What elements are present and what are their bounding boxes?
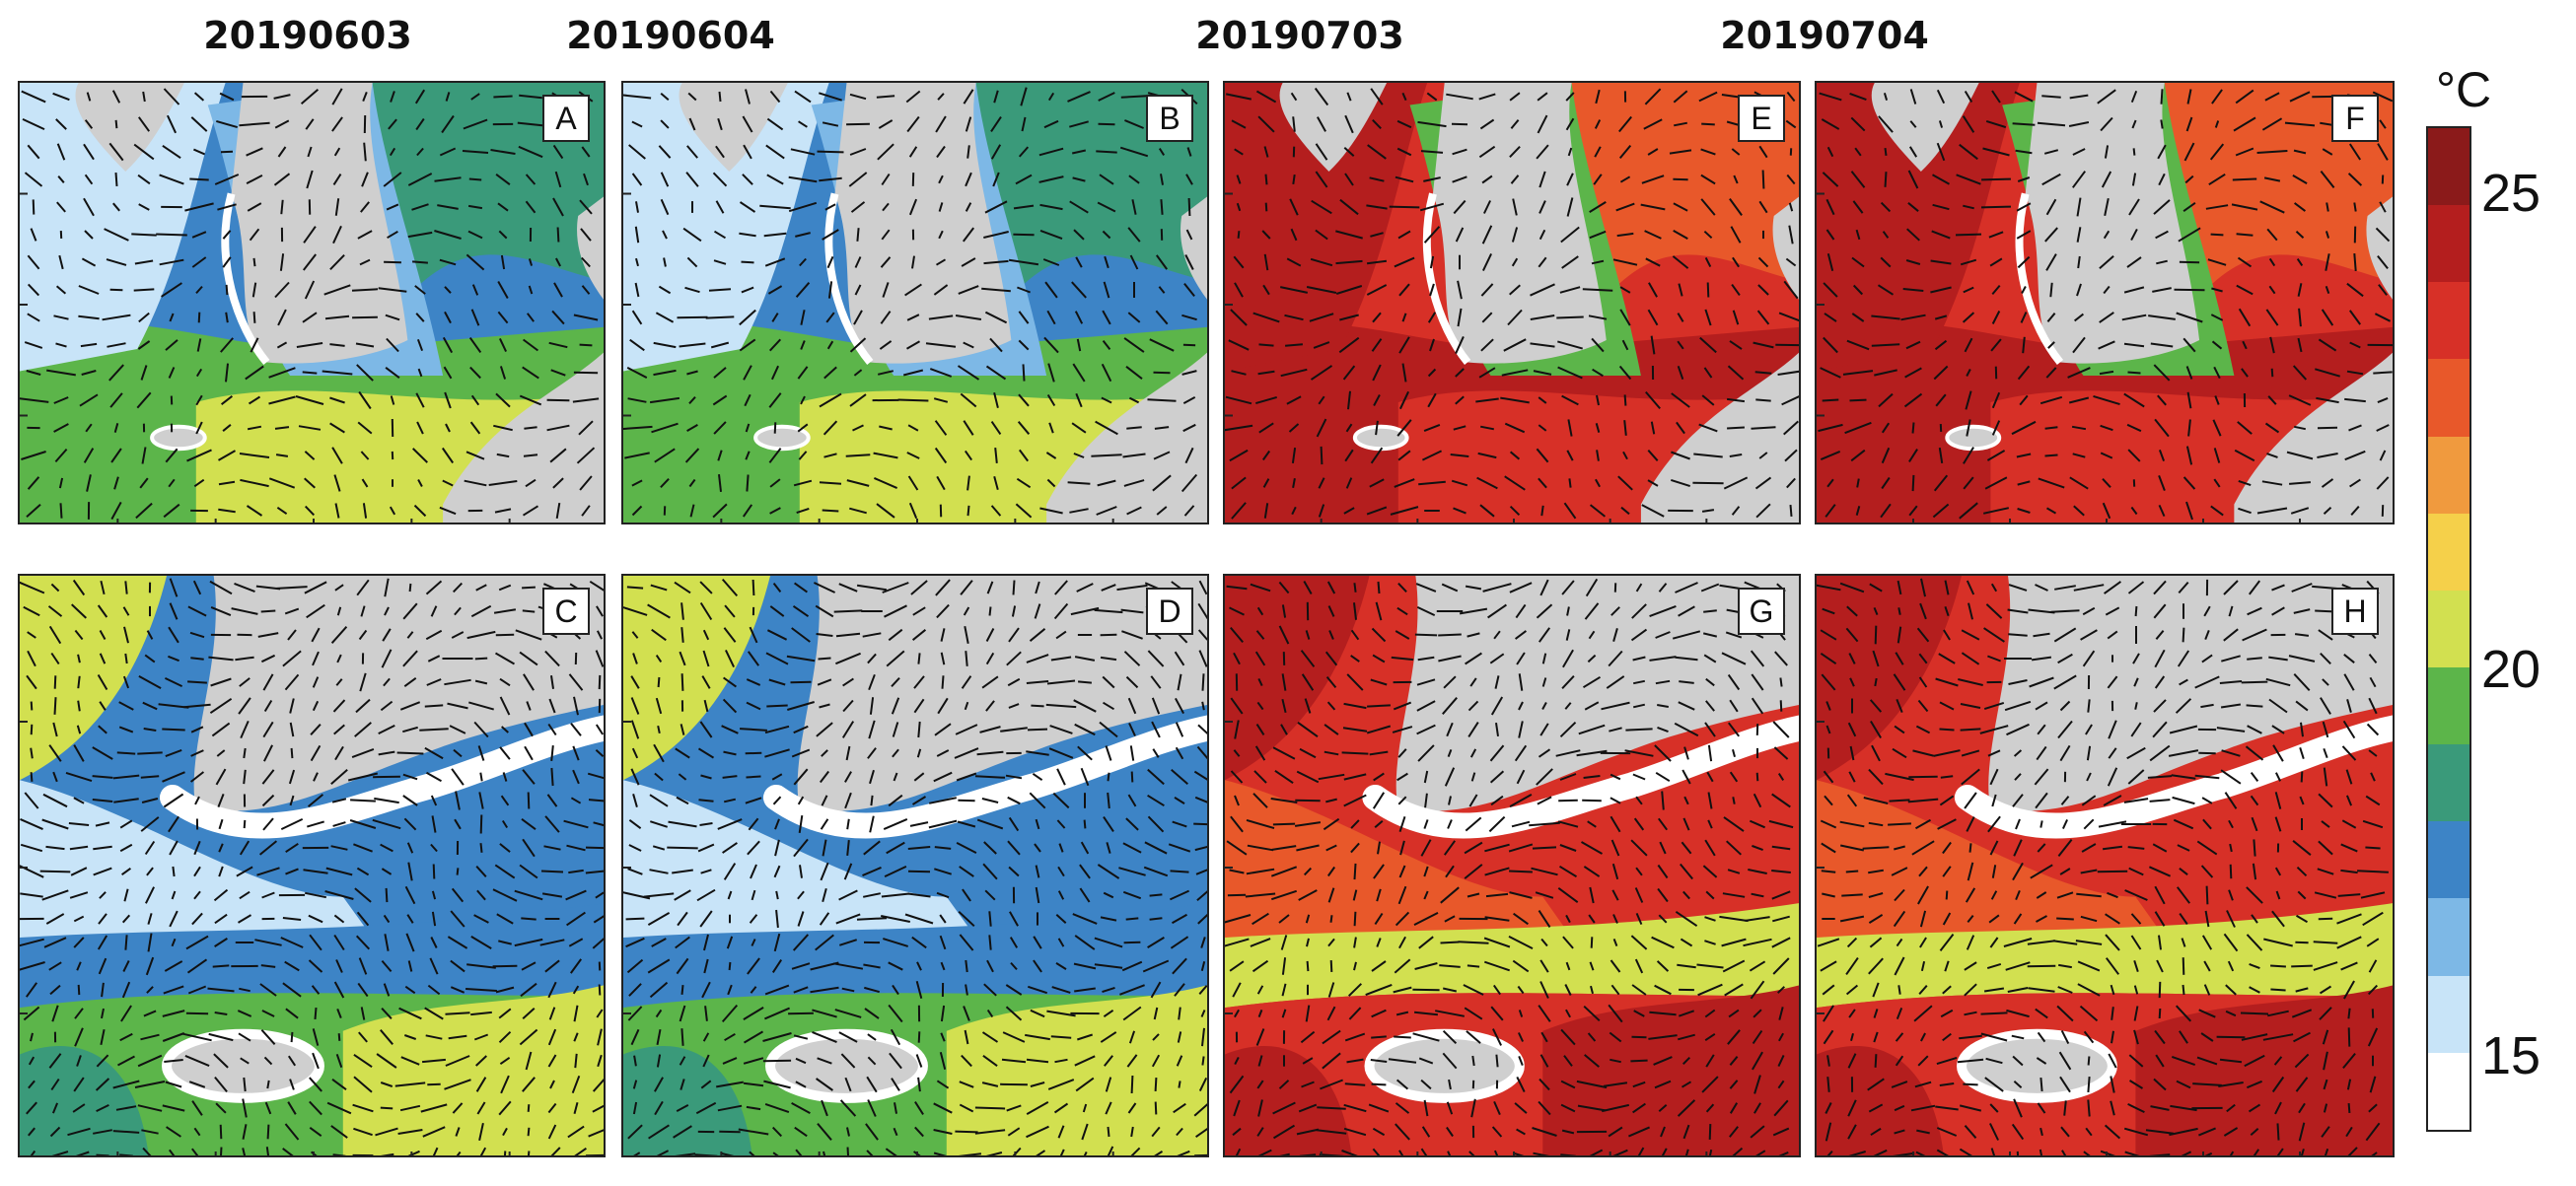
colorbar-segment [2428, 975, 2469, 1053]
colorbar-segment [2428, 590, 2469, 667]
sst-field-g [1225, 576, 1799, 1155]
sst-field-d [623, 576, 1207, 1155]
map-panel-g: G [1223, 574, 1801, 1157]
colorbar-label-15: 15 [2481, 1026, 2541, 1085]
column-title-2: 20190604 [566, 14, 775, 57]
map-panel-a: A [18, 81, 606, 524]
colorbar-segment [2428, 128, 2469, 206]
colorbar-segment [2428, 1052, 2469, 1130]
panel-label-f: F [2331, 95, 2379, 142]
map-panel-f: F [1815, 81, 2395, 524]
sst-field-f [1817, 83, 2393, 523]
column-title-4: 20190704 [1720, 14, 1929, 57]
map-panel-e: E [1223, 81, 1801, 524]
sst-field-b [623, 83, 1207, 523]
panel-label-a: A [542, 95, 590, 142]
panel-label-h: H [2331, 588, 2379, 635]
colorbar-segment [2428, 821, 2469, 899]
map-panel-d: D [621, 574, 1209, 1157]
panel-label-b: B [1146, 95, 1193, 142]
sst-field-c [20, 576, 604, 1155]
colorbar-segment [2428, 513, 2469, 591]
panel-label-d: D [1146, 588, 1193, 635]
column-title-3: 20190703 [1195, 14, 1404, 57]
map-panel-b: B [621, 81, 1209, 524]
colorbar [2426, 126, 2471, 1132]
colorbar-segment [2428, 359, 2469, 437]
colorbar-label-20: 20 [2481, 640, 2541, 699]
colorbar-label-25: 25 [2481, 164, 2541, 223]
colorbar-segment [2428, 205, 2469, 283]
map-panel-h: H [1815, 574, 2395, 1157]
sst-field-e [1225, 83, 1799, 523]
colorbar-segment [2428, 898, 2469, 976]
colorbar-segment [2428, 744, 2469, 822]
panel-label-e: E [1738, 95, 1785, 142]
column-title-1: 20190603 [203, 14, 412, 57]
sst-field-h [1817, 576, 2393, 1155]
colorbar-unit: °C [2436, 62, 2492, 117]
colorbar-segment [2428, 666, 2469, 745]
colorbar-segment [2428, 282, 2469, 360]
panel-label-c: C [542, 588, 590, 635]
panel-label-g: G [1738, 588, 1785, 635]
colorbar-segment [2428, 436, 2469, 514]
sst-field-a [20, 83, 604, 523]
map-panel-c: C [18, 574, 606, 1157]
